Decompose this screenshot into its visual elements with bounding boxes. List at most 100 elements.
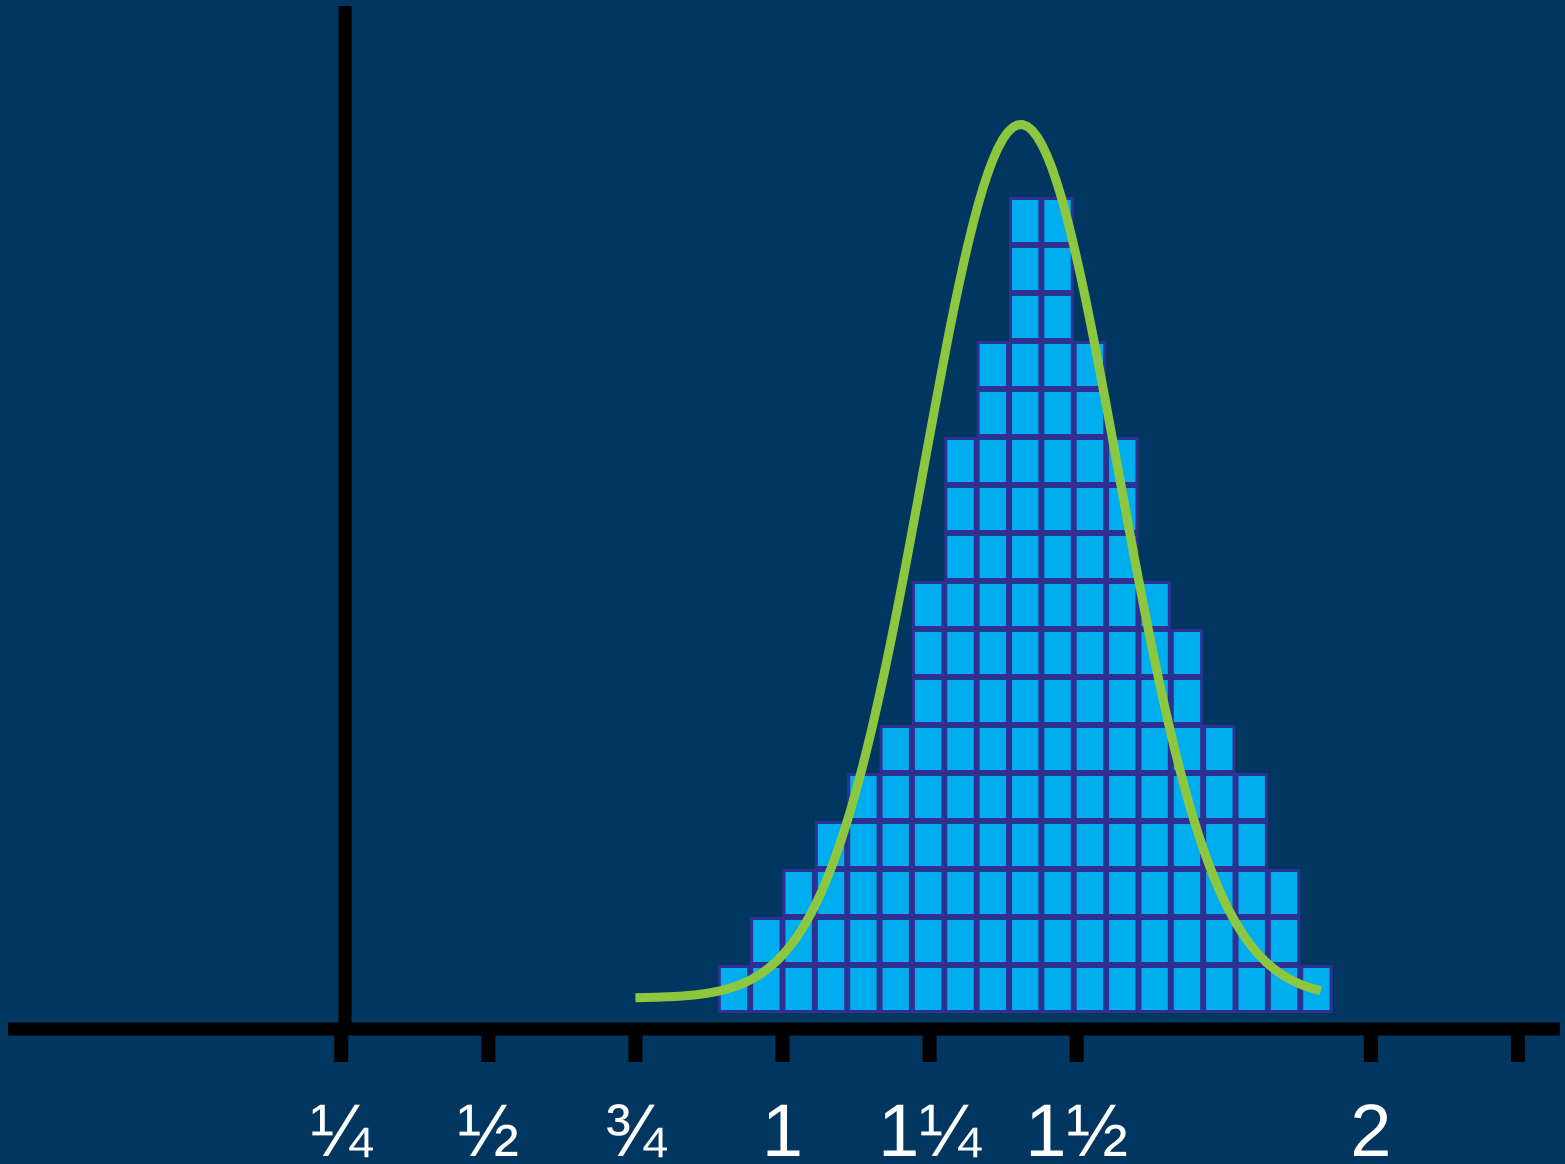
histogram-cell xyxy=(976,341,1010,389)
x-tick-label: 1½ xyxy=(1025,1089,1128,1164)
histogram-cell xyxy=(1009,821,1042,869)
histogram-cell xyxy=(944,581,977,629)
histogram-cell xyxy=(944,917,977,965)
histogram-cell xyxy=(1073,437,1107,485)
histogram-cell xyxy=(1041,533,1074,581)
histogram-cell xyxy=(911,677,945,725)
histogram-cell xyxy=(1041,725,1074,773)
histogram-cell xyxy=(944,533,977,581)
histogram-cell xyxy=(1106,965,1139,1013)
x-tick-label: ½ xyxy=(457,1089,519,1164)
histogram-cell xyxy=(1041,677,1074,725)
histogram-cell xyxy=(879,917,912,965)
histogram-cell xyxy=(1041,293,1074,341)
histogram-cell xyxy=(1170,677,1204,725)
histogram-cell xyxy=(1009,533,1042,581)
x-tick-label: 1 xyxy=(762,1089,803,1164)
histogram-cell xyxy=(976,821,1010,869)
histogram-cell xyxy=(1106,869,1139,917)
histogram-cell xyxy=(1235,869,1268,917)
histogram-cell xyxy=(911,965,945,1013)
histogram-bar xyxy=(976,341,1010,1013)
histogram-cell xyxy=(1041,965,1074,1013)
histogram-cell xyxy=(911,821,945,869)
histogram-cell xyxy=(1235,965,1268,1013)
histogram-cell xyxy=(1041,245,1074,293)
histogram-bar xyxy=(911,581,945,1013)
histogram-cell xyxy=(1106,821,1139,869)
histogram-cell xyxy=(1138,965,1171,1013)
histogram-cell xyxy=(944,485,977,533)
histogram-cell xyxy=(1009,341,1042,389)
histogram-cell xyxy=(1041,917,1074,965)
histogram-cell xyxy=(1041,773,1074,821)
histogram-cell xyxy=(1073,485,1107,533)
histogram-cell xyxy=(1009,245,1042,293)
histogram-cell xyxy=(944,821,977,869)
histogram-cell xyxy=(879,965,912,1013)
histogram-cell xyxy=(1009,965,1042,1013)
histogram-cell xyxy=(976,725,1010,773)
x-tick-label: 1¼ xyxy=(878,1089,982,1164)
histogram-cell xyxy=(1041,341,1074,389)
histogram-cell xyxy=(1235,821,1268,869)
histogram-cell xyxy=(1041,437,1074,485)
histogram-cell xyxy=(911,869,945,917)
histogram-cell xyxy=(976,965,1010,1013)
histogram-cell xyxy=(1203,773,1236,821)
histogram-cell xyxy=(1041,485,1074,533)
histogram-cell xyxy=(1106,677,1139,725)
histogram-cell xyxy=(1041,581,1074,629)
histogram-cell xyxy=(847,965,880,1013)
histogram-cell xyxy=(976,581,1010,629)
histogram-cell xyxy=(1138,821,1171,869)
histogram-bar xyxy=(1009,197,1042,1013)
histogram-cell xyxy=(1073,725,1107,773)
histogram-cell xyxy=(911,629,945,677)
histogram-cell xyxy=(1073,869,1107,917)
histogram-bar xyxy=(1073,341,1107,1013)
histogram-cell xyxy=(1041,821,1074,869)
histogram-cell xyxy=(1073,821,1107,869)
histogram-cell xyxy=(1073,581,1107,629)
histogram-cell xyxy=(1009,293,1042,341)
histogram-cell xyxy=(1203,917,1236,965)
x-tick-label: ¼ xyxy=(310,1089,373,1164)
histogram-cell xyxy=(847,821,880,869)
histogram-cell xyxy=(976,485,1010,533)
histogram-cell xyxy=(1203,965,1236,1013)
histogram-cell xyxy=(1170,869,1204,917)
histogram-cell xyxy=(1235,773,1268,821)
histogram-cell xyxy=(911,773,945,821)
x-tick-label: 2 xyxy=(1350,1089,1391,1164)
histogram-cell xyxy=(976,533,1010,581)
histogram-cell xyxy=(1073,917,1107,965)
histogram-cell xyxy=(847,917,880,965)
histogram-bar xyxy=(1138,581,1171,1013)
histogram-cell xyxy=(976,389,1010,437)
histogram-cell xyxy=(1138,773,1171,821)
histogram-cell xyxy=(1073,533,1107,581)
histogram-cell xyxy=(814,917,848,965)
histogram-bar xyxy=(879,725,912,1013)
histogram-cell xyxy=(944,965,977,1013)
histogram-cell xyxy=(1170,629,1204,677)
histogram-cell xyxy=(911,581,945,629)
histogram-cell xyxy=(1170,965,1204,1013)
histogram-cell xyxy=(1009,869,1042,917)
histogram-bar xyxy=(1235,773,1268,1013)
histogram-cell xyxy=(976,917,1010,965)
histogram-cell xyxy=(976,773,1010,821)
histogram-bar xyxy=(1267,869,1301,1013)
histogram-cell xyxy=(1073,389,1107,437)
histogram-cell xyxy=(1009,629,1042,677)
histogram-bar xyxy=(1041,197,1074,1013)
histogram-cell xyxy=(1138,917,1171,965)
histogram-cell xyxy=(782,965,815,1013)
histogram-cell xyxy=(1106,581,1139,629)
histogram-cell xyxy=(1009,677,1042,725)
histogram-cell xyxy=(814,965,848,1013)
histogram-cell xyxy=(911,725,945,773)
histogram-cell xyxy=(782,869,815,917)
